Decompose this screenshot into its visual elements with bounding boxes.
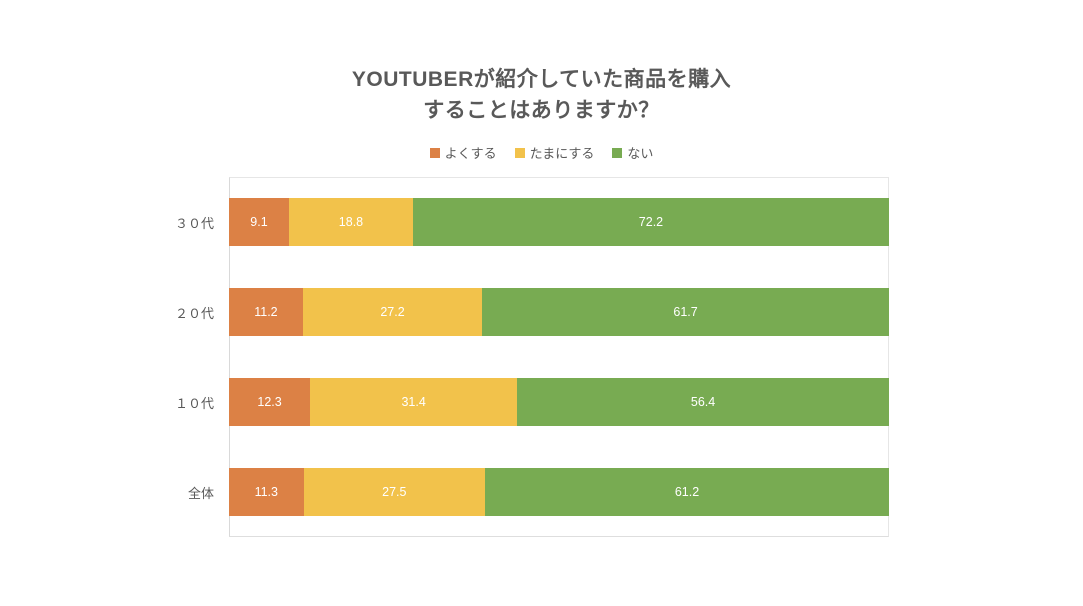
- bar-segment: 12.3: [229, 378, 311, 426]
- bar-segment: 9.1: [229, 198, 289, 246]
- legend: よくする たまにする ない: [0, 143, 1083, 162]
- legend-swatch-icon: [514, 147, 525, 158]
- legend-item: よくする: [429, 143, 497, 162]
- value-label: 18.8: [338, 215, 364, 229]
- value-label: 11.3: [254, 485, 278, 499]
- stacked-bar: 11.2 27.2 61.7: [229, 288, 889, 336]
- bar-segment: 18.8: [289, 198, 413, 246]
- chart-title-line1: YOUTUBERが紹介していた商品を購入: [351, 68, 732, 91]
- legend-item: ない: [612, 143, 653, 162]
- bar-segment: 61.7: [482, 288, 889, 336]
- legend-item: たまにする: [514, 143, 595, 162]
- value-label: 61.7: [673, 305, 698, 319]
- plot-area-border: [229, 177, 889, 537]
- bar-segment: 56.4: [517, 378, 889, 426]
- value-label: 61.2: [674, 485, 700, 499]
- legend-label: たまにする: [529, 146, 595, 161]
- value-label: 27.2: [380, 305, 405, 319]
- category-label: 全体: [187, 485, 214, 501]
- value-label: 9.1: [250, 215, 268, 229]
- value-label: 12.3: [257, 395, 282, 409]
- stacked-bar: 12.3 31.4 56.4: [229, 378, 889, 426]
- bar-segment: 72.2: [412, 198, 889, 246]
- chart-row: ３０代 9.1 18.8 72.2: [0, 177, 890, 267]
- category-label: ２０代: [174, 305, 214, 321]
- legend-label: ない: [627, 146, 654, 161]
- bar-segment: 27.5: [303, 468, 486, 516]
- value-label: 72.2: [638, 215, 664, 229]
- chart-row: １０代 12.3 31.4 56.4: [0, 357, 890, 447]
- chart-title: YOUTUBERが紹介していた商品を購入 することはありますか？: [0, 64, 1083, 126]
- chart-row: ２０代 11.2 27.2 61.7: [0, 267, 890, 357]
- bar-segment: 27.2: [302, 288, 483, 336]
- chart-row: 全体 11.3 27.5 61.2: [0, 447, 890, 537]
- category-label: ３０代: [174, 215, 214, 231]
- stacked-bar: 11.3 27.5 61.2: [229, 468, 889, 516]
- bar-segment: 11.3: [229, 468, 304, 516]
- value-label: 11.2: [254, 305, 278, 319]
- value-label: 56.4: [690, 395, 716, 409]
- value-label: 27.5: [382, 485, 407, 499]
- category-label: １０代: [174, 395, 214, 411]
- plot-area: ３０代 9.1 18.8 72.2 ２０代 11.2 27.2 61.7 １０代 12.3 31.4…: [0, 177, 890, 537]
- chart-title-line2: することはありますか？: [423, 99, 660, 122]
- value-label: 31.4: [401, 395, 426, 409]
- legend-swatch-icon: [429, 147, 440, 158]
- legend-label: よくする: [444, 146, 497, 161]
- bar-segment: 31.4: [310, 378, 518, 426]
- stacked-bar: 9.1 18.8 72.2: [229, 198, 889, 246]
- bar-segment: 11.2: [229, 288, 303, 336]
- legend-swatch-icon: [612, 147, 623, 158]
- bar-segment: 61.2: [485, 468, 889, 516]
